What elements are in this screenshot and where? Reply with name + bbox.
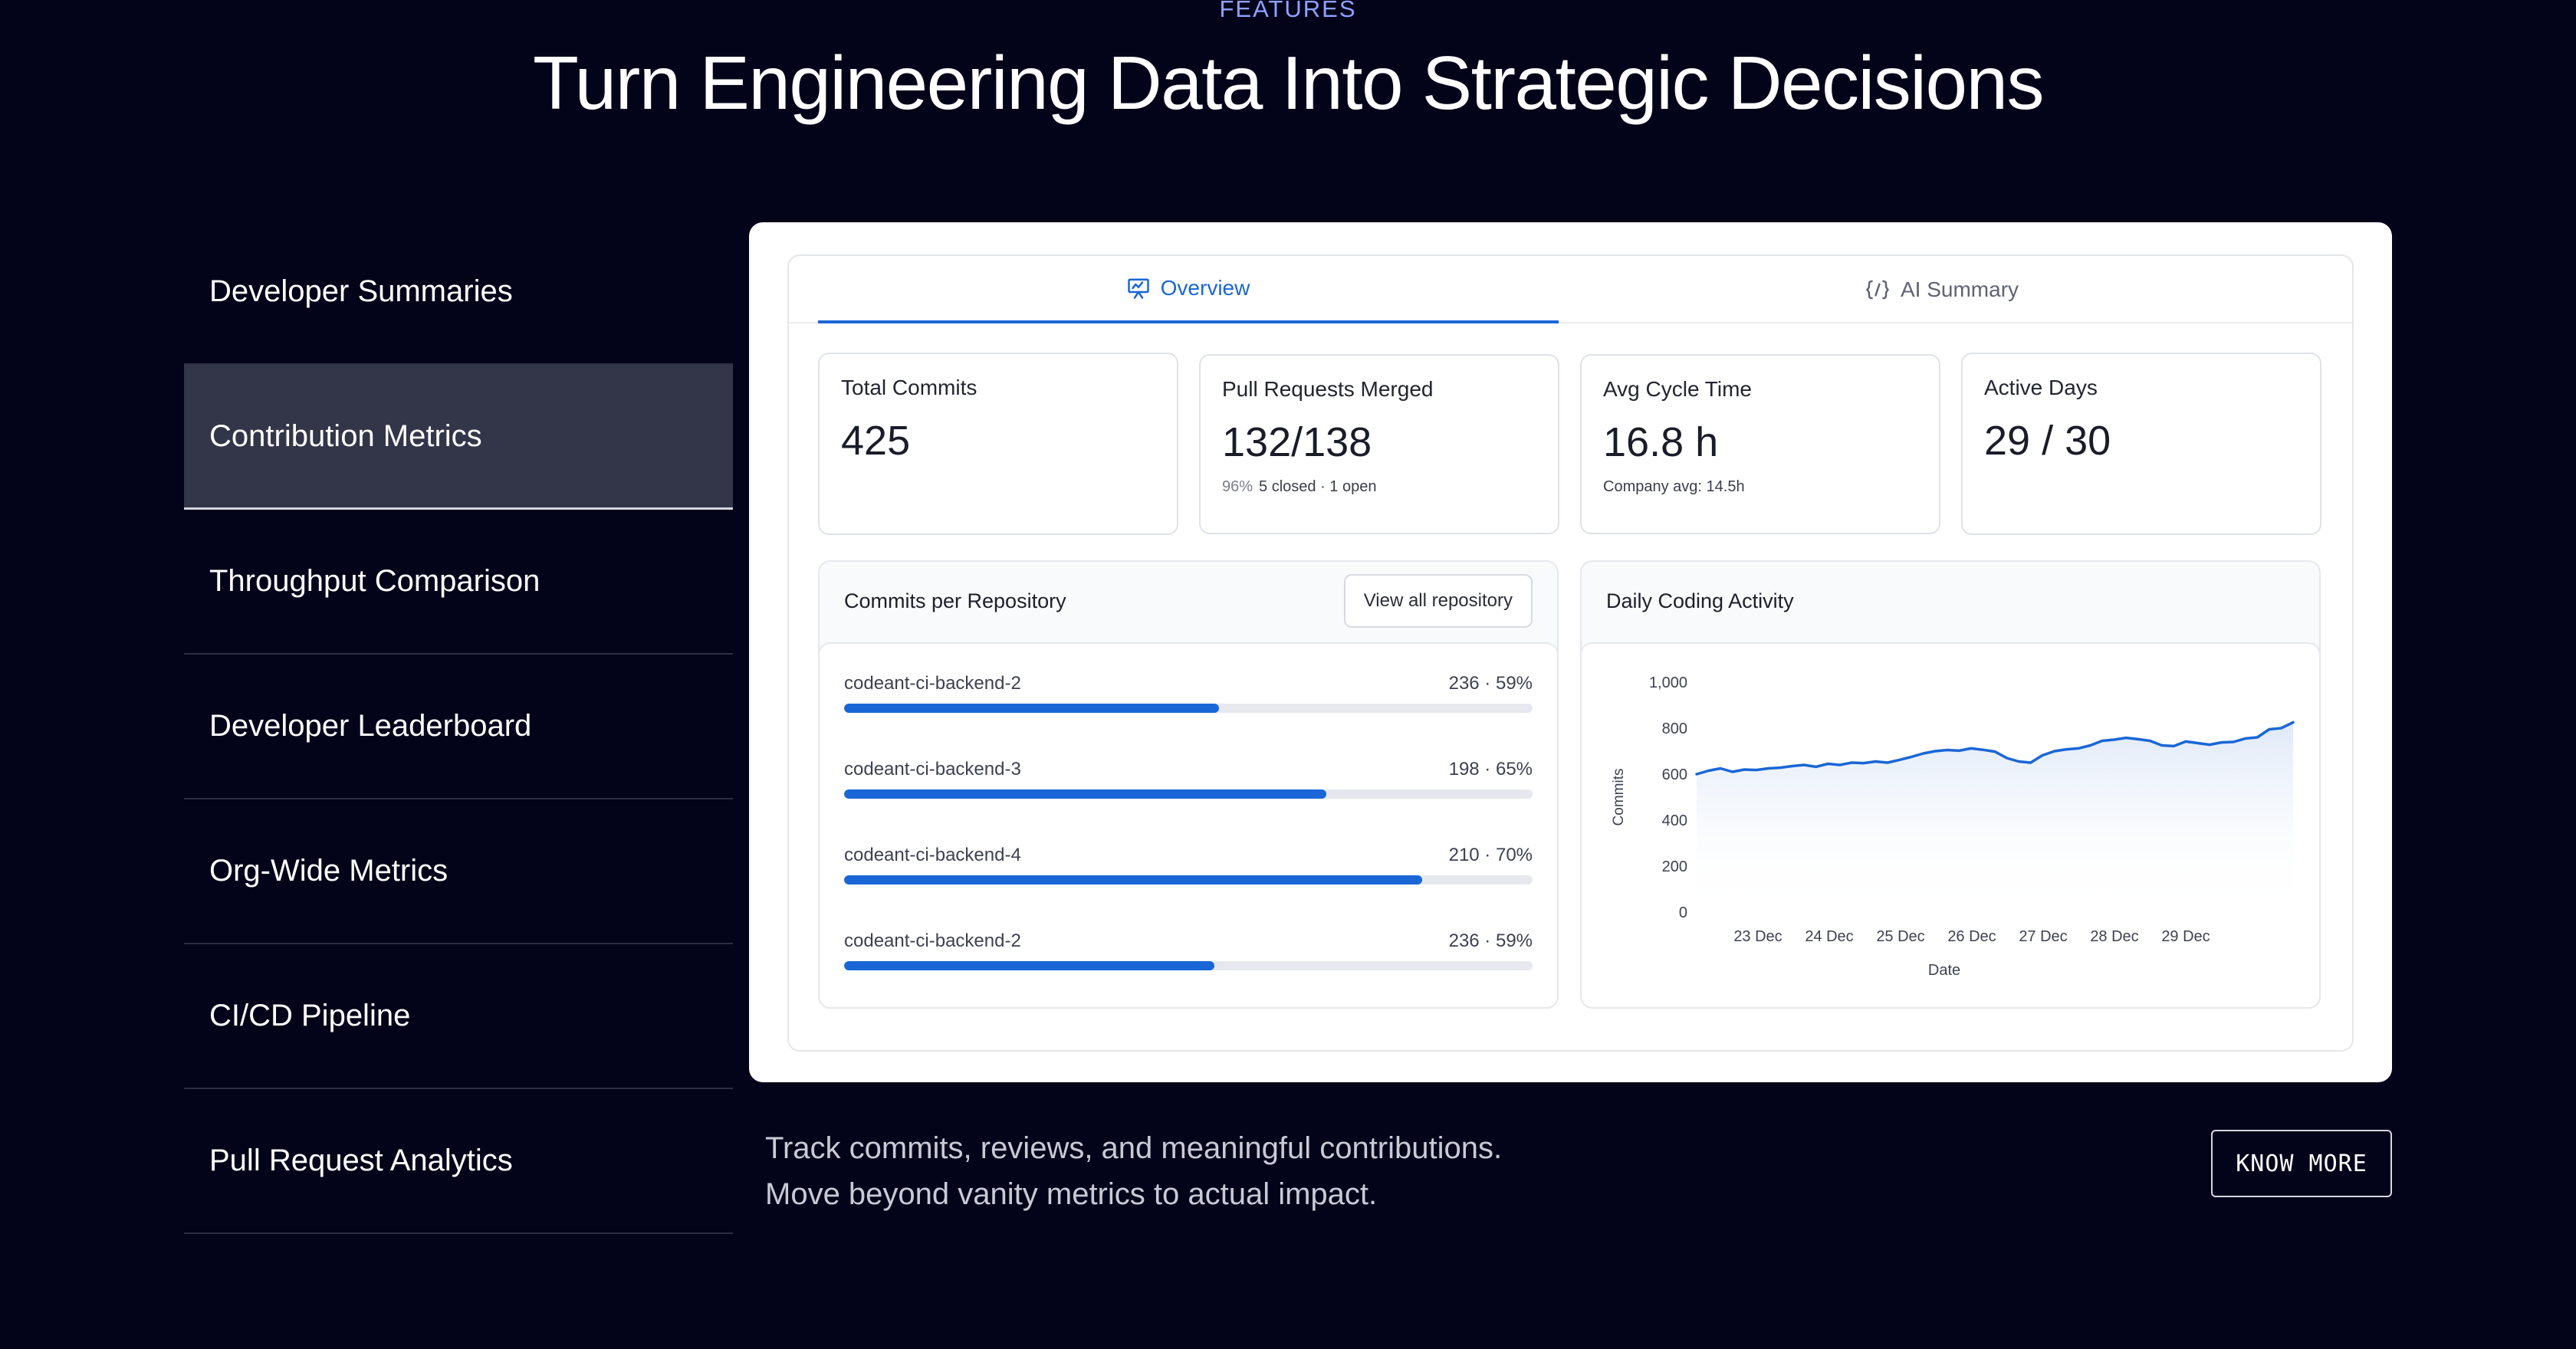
feature-item-developer-summaries[interactable]: Developer Summaries	[184, 220, 733, 365]
activity-chart: 1,000 800 600 400 200 0 23 Dec 24 Dec 25 Dec 26 D…	[1611, 674, 2295, 979]
y-tick-label: 400	[1662, 812, 1687, 829]
tab-label: AI Summary	[1900, 277, 2019, 301]
feature-item-pull-request-analytics[interactable]: Pull Request Analytics	[184, 1089, 733, 1234]
view-all-repository-button[interactable]: View all repository	[1343, 574, 1533, 628]
know-more-button[interactable]: KNOW MORE	[2211, 1130, 2392, 1197]
feature-item-label: Developer Summaries	[209, 274, 513, 308]
feature-item-developer-leaderboard[interactable]: Developer Leaderboard	[184, 655, 733, 799]
x-tick-label: 24 Dec	[1805, 928, 1853, 945]
repo-progress-fill	[844, 704, 1220, 713]
dashboard-preview: Overview AI Summary Total Commits 425	[749, 222, 2392, 1082]
repo-progress-fill	[844, 789, 1326, 799]
stat-value: 16.8 h	[1603, 419, 1719, 465]
y-tick-label: 1,000	[1649, 674, 1687, 691]
repo-name: codeant-ci-backend-4	[844, 845, 1021, 865]
repo-progress-track	[844, 789, 1533, 799]
feature-nav: Developer Summaries Contribution Metrics…	[184, 220, 733, 1234]
code-brackets-icon	[1865, 278, 1890, 301]
feature-item-org-wide-metrics[interactable]: Org-Wide Metrics	[184, 799, 733, 944]
description-line-2: Move beyond vanity metrics to actual imp…	[765, 1177, 1378, 1211]
dashboard-tabs: Overview AI Summary	[789, 256, 2352, 323]
stat-card-total-commits: Total Commits 425	[818, 353, 1178, 535]
y-tick-label: 800	[1662, 720, 1687, 737]
repo-value: 236 · 59%	[1448, 931, 1533, 951]
repository-list: codeant-ci-backend-2 236 · 59% codeant-c…	[818, 642, 1559, 1009]
x-axis-label: Date	[1928, 962, 1960, 979]
y-tick-label: 200	[1662, 858, 1687, 875]
feature-item-label: Throughput Comparison	[209, 564, 540, 598]
feature-item-label: CI/CD Pipeline	[209, 999, 411, 1032]
stat-card-avg-cycle-time: Avg Cycle Time 16.8 h Company avg: 14.5h	[1580, 354, 1940, 534]
stat-card-pull-requests-merged: Pull Requests Merged 132/138 96% 5 closed…	[1199, 354, 1559, 534]
list-item: codeant-ci-backend-4 210 · 70%	[844, 845, 1533, 891]
repo-progress-track	[844, 875, 1533, 885]
feature-item-ci-cd-pipeline[interactable]: CI/CD Pipeline	[184, 944, 733, 1089]
merge-rate: 96%	[1222, 478, 1254, 495]
feature-item-label: Developer Leaderboard	[209, 709, 532, 743]
feature-item-label: Org-Wide Metrics	[209, 854, 449, 888]
tab-overview[interactable]: Overview	[818, 256, 1559, 323]
stat-subtext: 96% 5 closed · 1 open	[1222, 478, 1536, 496]
stat-label: Total Commits	[841, 376, 978, 399]
list-item: codeant-ci-backend-3 198 · 65%	[844, 759, 1533, 805]
panel-title: Daily Coding Activity	[1606, 589, 1794, 612]
feature-item-throughput-comparison[interactable]: Throughput Comparison	[184, 510, 733, 655]
x-tick-label: 27 Dec	[2019, 928, 2067, 945]
daily-coding-activity-panel: Daily Coding Activity 1,000 800 600 400 200 0…	[1580, 560, 2321, 1009]
series-line	[1695, 720, 2295, 776]
description-line-1: Track commits, reviews, and meaningful c…	[765, 1131, 1503, 1165]
feature-item-label: Pull Request Analytics	[209, 1144, 513, 1177]
y-axis-label: Commits	[1611, 769, 1627, 826]
repo-progress-track	[844, 704, 1533, 713]
repo-progress-fill	[844, 961, 1215, 970]
stat-label: Active Days	[1984, 376, 2098, 399]
activity-chart-container: 1,000 800 600 400 200 0 23 Dec 24 Dec 25 Dec 26 D…	[1580, 642, 2321, 1009]
y-tick-label: 600	[1662, 766, 1687, 783]
x-tick-label: 26 Dec	[1947, 928, 1996, 945]
y-tick-label: 0	[1679, 904, 1687, 921]
tab-ai-summary[interactable]: AI Summary	[1559, 256, 2325, 323]
x-tick-label: 23 Dec	[1733, 928, 1782, 945]
feature-item-contribution-metrics[interactable]: Contribution Metrics	[184, 365, 733, 510]
section-title: Turn Engineering Data Into Strategic Dec…	[532, 41, 2045, 125]
list-item: codeant-ci-backend-2 236 · 59%	[844, 673, 1533, 719]
stat-label: Avg Cycle Time	[1603, 377, 1752, 401]
repo-value: 198 · 65%	[1448, 759, 1533, 780]
x-tick-label: 29 Dec	[2161, 928, 2210, 945]
repo-name: codeant-ci-backend-2	[844, 673, 1021, 694]
stat-label: Pull Requests Merged	[1222, 377, 1434, 401]
dashboard-frame: Overview AI Summary Total Commits 425	[787, 254, 2354, 1052]
repo-progress-track	[844, 961, 1533, 970]
repo-value: 210 · 70%	[1448, 845, 1533, 865]
x-tick-label: 28 Dec	[2090, 928, 2138, 945]
feature-description: Track commits, reviews, and meaningful c…	[765, 1125, 1502, 1217]
series-area	[1697, 722, 2293, 912]
stat-value: 132/138	[1222, 419, 1372, 465]
feature-item-label: Contribution Metrics	[209, 418, 482, 453]
repo-name: codeant-ci-backend-3	[844, 759, 1021, 780]
stat-value: 29 / 30	[1984, 418, 2111, 464]
stat-value: 425	[841, 418, 911, 464]
repo-name: codeant-ci-backend-2	[844, 931, 1021, 951]
section-eyebrow: FEATURES	[1219, 0, 1357, 22]
x-tick-label: 25 Dec	[1876, 928, 1924, 945]
tab-label: Overview	[1160, 276, 1250, 300]
stat-subtext: Company avg: 14.5h	[1603, 478, 1745, 495]
stat-card-active-days: Active Days 29 / 30	[1961, 353, 2321, 535]
repo-value: 236 · 59%	[1448, 673, 1533, 694]
list-item: codeant-ci-backend-2 236 · 59%	[844, 931, 1533, 976]
repo-progress-fill	[844, 875, 1423, 885]
presentation-icon	[1127, 277, 1150, 300]
panel-title: Commits per Repository	[844, 589, 1066, 612]
commits-per-repository-panel: Commits per Repository View all reposito…	[818, 560, 1559, 1009]
pr-status-detail: 5 closed · 1 open	[1259, 478, 1377, 495]
